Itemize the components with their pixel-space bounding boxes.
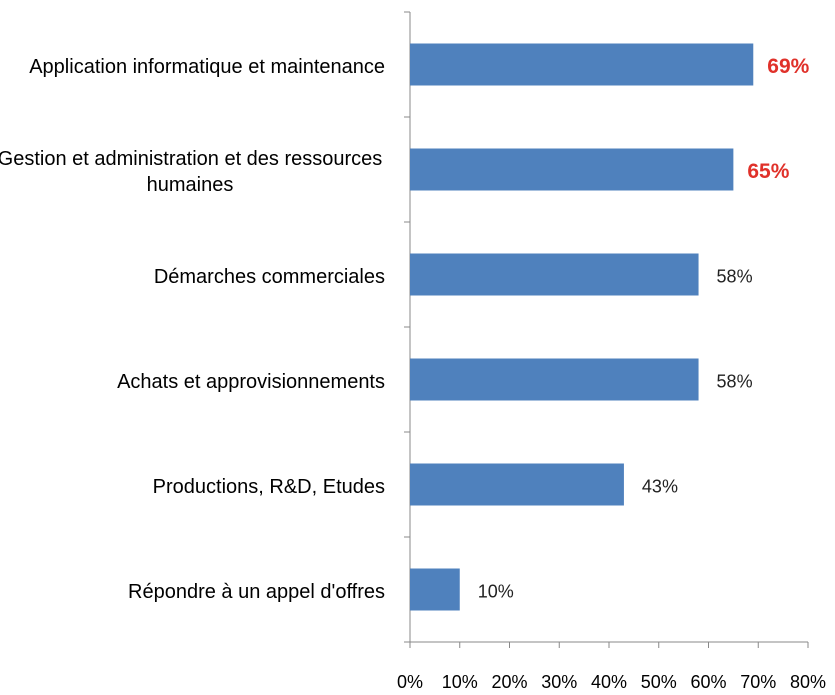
bar [410, 463, 624, 506]
value-label: 58% [717, 371, 753, 391]
bar [410, 148, 734, 191]
bar [410, 43, 754, 86]
y-tick-label: Répondre à un appel d'offres [128, 580, 385, 603]
bar [410, 253, 699, 296]
value-label: 69% [767, 55, 809, 78]
category-label-box: Application informatique et maintenance [0, 54, 385, 80]
x-tick-label: 80% [790, 672, 826, 692]
category-label-box: Répondre à un appel d'offres [0, 579, 385, 605]
category-label-box: Achats et approvisionnements [0, 369, 385, 395]
x-tick-label: 10% [442, 672, 478, 692]
y-tick-label: Gestion et administration et des ressour… [0, 147, 383, 196]
y-tick-label: Démarches commerciales [153, 265, 385, 288]
x-tick-label: 70% [740, 672, 776, 692]
y-tick-label: Achats et approvisionnements [117, 370, 385, 393]
x-tick-label: 50% [641, 672, 677, 692]
value-label: 43% [642, 476, 678, 496]
category-label-box: Gestion et administration et des ressour… [0, 146, 385, 198]
x-tick-label: 40% [591, 672, 627, 692]
value-label: 65% [747, 160, 789, 183]
y-tick-label: Productions, R&D, Etudes [152, 475, 385, 498]
bar [410, 568, 460, 611]
bar [410, 358, 699, 401]
category-label-box: Démarches commerciales [0, 264, 385, 290]
value-label: 58% [717, 266, 753, 286]
x-tick-label: 20% [491, 672, 527, 692]
x-tick-label: 30% [541, 672, 577, 692]
y-tick-label: Application informatique et maintenance [29, 55, 385, 78]
x-tick-label: 60% [690, 672, 726, 692]
x-tick-label: 0% [397, 672, 423, 692]
category-label-box: Productions, R&D, Etudes [0, 474, 385, 500]
value-label: 10% [478, 581, 514, 601]
